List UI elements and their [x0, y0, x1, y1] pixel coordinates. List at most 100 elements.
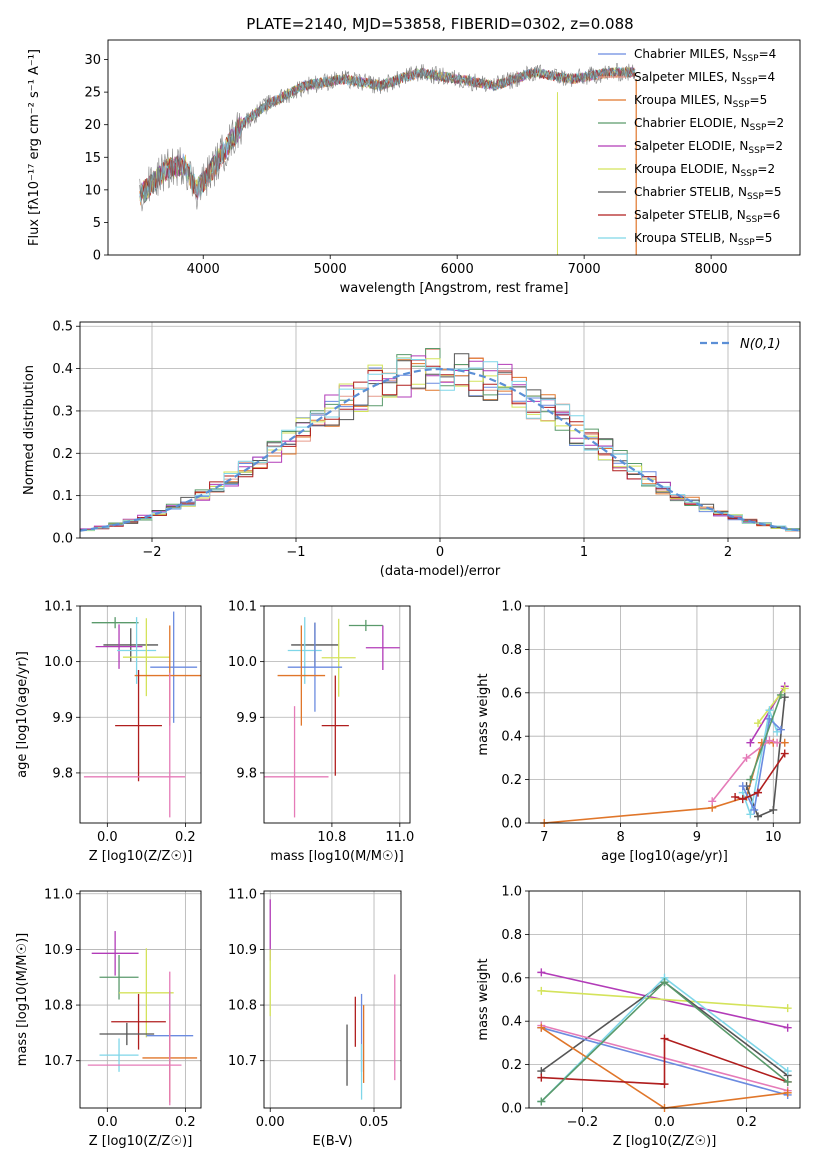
data-point-marker — [738, 795, 747, 804]
spectrum-panel: 4000 5000 6000 7000 8000 0 5 10 15 20 25 30 waveleng… — [27, 39, 801, 296]
x-tick-label: 8000 — [695, 262, 728, 277]
series-line — [541, 990, 788, 1009]
x-tick-label: 0 — [436, 545, 444, 560]
y-tick-label: 9.9 — [52, 711, 73, 726]
data-point-marker — [776, 725, 785, 734]
data-point-marker — [660, 978, 669, 987]
x-tick-label: 0.2 — [175, 1115, 196, 1130]
data-point-marker — [765, 706, 774, 715]
data-point-marker — [783, 1067, 792, 1076]
y-axis-label: mass weight — [476, 958, 491, 1040]
y-tick-label: 0.2 — [501, 773, 522, 788]
data-point-marker — [783, 1023, 792, 1032]
x-tick-label: 0.0 — [654, 1115, 675, 1130]
spectrum-legend: Chabrier MILES, NSSP=4 Salpeter MILES, NS… — [598, 47, 784, 248]
legend-label: Kroupa ELODIE, NSSP=2 — [634, 162, 775, 179]
y-tick-label: 0.3 — [52, 404, 73, 419]
mass-vs-metallicity-panel: 0.0 0.2 10.7 10.8 10.9 11.0 Z [log10(Z/Z☉)] mas… — [15, 887, 202, 1149]
x-tick-label: 7 — [540, 830, 548, 845]
data-point-marker — [746, 738, 755, 747]
x-axis-label: wavelength [Angstrom, rest frame] — [340, 281, 569, 296]
age-vs-mass-panel: 10.8 11.0 9.8 9.9 10.0 10.1 mass [log10(M/M☉)] — [228, 600, 414, 865]
x-tick-label: 11.0 — [385, 830, 414, 845]
x-tick-label: −1 — [286, 545, 305, 560]
y-tick-label: 10 — [84, 183, 101, 198]
legend-label: Chabrier ELODIE, NSSP=2 — [634, 116, 784, 133]
y-tick-label: 15 — [84, 151, 101, 166]
x-axis-label: Z [log10(Z/Z☉)] — [89, 1134, 193, 1149]
data-point-marker — [660, 1034, 669, 1043]
y-tick-label: 10.7 — [228, 1054, 257, 1069]
y-tick-label: 0.8 — [501, 643, 522, 658]
data-point-marker — [776, 690, 785, 699]
y-tick-label: 0.4 — [501, 1015, 522, 1030]
y-tick-label: 9.9 — [236, 711, 257, 726]
spectrum-line — [139, 67, 636, 203]
y-tick-label: 0.0 — [501, 817, 522, 832]
y-tick-label: 0.0 — [52, 532, 73, 547]
legend-label: N(0,1) — [740, 337, 781, 352]
data-point-marker — [708, 797, 717, 806]
series-line — [734, 753, 786, 800]
y-axis-label: Normed distribution — [22, 365, 37, 495]
mass-weight-vs-metallicity-panel: −0.2 0.0 0.2 0.0 0.2 0.4 0.6 0.8 1.0 Z [log10(Z/Z… — [476, 885, 801, 1149]
x-tick-label: 9 — [693, 830, 701, 845]
age-vs-metallicity-panel: 0.0 0.2 9.8 9.9 10.0 10.1 Z [log10(Z/Z☉)] age [… — [15, 600, 202, 864]
x-tick-label: 0.2 — [736, 1115, 757, 1130]
y-tick-label: 10.1 — [44, 600, 73, 615]
data-point-marker — [765, 736, 774, 745]
data-point-marker — [750, 805, 759, 814]
data-point-marker — [537, 968, 546, 977]
x-axis-label: (data-model)/error — [380, 564, 501, 579]
x-axis-label: Z [log10(Z/Z☉)] — [613, 1134, 717, 1149]
series-line — [741, 717, 782, 813]
data-point-marker — [754, 719, 763, 728]
series-line — [749, 694, 782, 780]
y-tick-label: 0.0 — [501, 1102, 522, 1117]
data-point-marker — [537, 1073, 546, 1082]
legend-label: Salpeter MILES, NSSP=4 — [634, 70, 775, 87]
series-line — [741, 707, 778, 818]
data-point-marker — [742, 753, 751, 762]
data-point-marker — [769, 805, 778, 814]
data-point-marker — [754, 788, 763, 797]
data-point-marker — [783, 1088, 792, 1097]
y-tick-label: 11.0 — [228, 887, 257, 902]
y-tick-label: 9.8 — [236, 766, 257, 781]
data-point-marker — [780, 684, 789, 693]
x-tick-label: 0.0 — [97, 1115, 118, 1130]
data-point-marker — [783, 1077, 792, 1086]
gaussian-reference-curve — [79, 367, 801, 532]
axes-frame — [528, 605, 801, 824]
axes-frame — [79, 890, 202, 1109]
y-tick-label: 0.5 — [52, 320, 73, 335]
y-tick-label: 0.2 — [501, 1058, 522, 1073]
series-line — [711, 739, 778, 802]
y-tick-label: 25 — [84, 86, 101, 101]
axes-frame — [528, 890, 801, 1109]
y-tick-label: 0.6 — [501, 686, 522, 701]
data-point-marker — [731, 792, 740, 801]
x-tick-label: 0.2 — [175, 830, 196, 845]
y-tick-label: 10.0 — [44, 655, 73, 670]
y-tick-label: 0.6 — [501, 971, 522, 986]
data-point-marker — [780, 749, 789, 758]
x-tick-label: 7000 — [568, 262, 601, 277]
x-axis-label: Z [log10(Z/Z☉)] — [89, 849, 193, 864]
y-tick-label: 11.0 — [44, 887, 73, 902]
figure-title: PLATE=2140, MJD=53858, FIBERID=0302, z=0… — [246, 15, 633, 33]
x-tick-label: 8 — [616, 830, 624, 845]
errorbar-group — [87, 931, 198, 1106]
y-tick-label: 0.4 — [501, 730, 522, 745]
x-tick-label: −0.2 — [567, 1115, 599, 1130]
errorbar-group — [83, 611, 201, 818]
errorbar-group — [269, 899, 396, 1100]
x-tick-label: 2 — [724, 545, 732, 560]
x-tick-label: 6000 — [441, 262, 474, 277]
x-tick-label: 0.00 — [256, 1115, 285, 1130]
x-tick-label: 1 — [580, 545, 588, 560]
y-tick-label: 30 — [84, 53, 101, 68]
residual-histogram-panel: −2 −1 0 1 2 0.0 0.1 0.2 0.3 0.4 0.5 (data-model)/er… — [22, 320, 801, 579]
y-axis-label: Flux [fλ10⁻¹⁷ erg cm⁻² s⁻¹ A⁻¹] — [27, 49, 42, 246]
y-tick-label: 10.9 — [228, 943, 257, 958]
